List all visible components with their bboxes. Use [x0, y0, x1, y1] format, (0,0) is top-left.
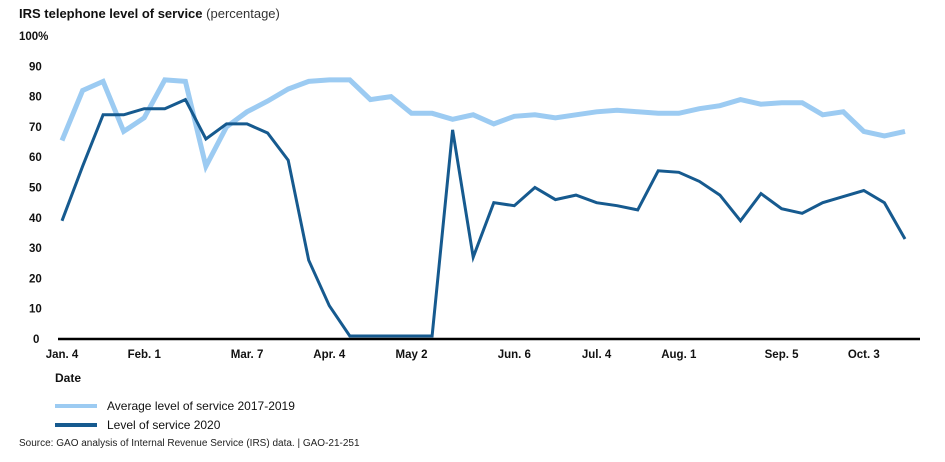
x-tick-label: Jul. 4 — [582, 349, 612, 361]
series-line-average — [59, 77, 906, 174]
x-tick-label: Mar. 7 — [231, 349, 264, 361]
y-tick-label: 10 — [29, 304, 42, 316]
y-tick-label: 50 — [29, 183, 42, 195]
x-tick-label: Jan. 4 — [46, 349, 79, 361]
y-tick-label: 100% — [19, 31, 48, 43]
y-tick-label: 80 — [29, 92, 42, 104]
x-tick-label: Jun. 6 — [498, 349, 531, 361]
y-tick-label: 60 — [29, 152, 42, 164]
y-tick-label: 40 — [29, 213, 42, 225]
y-tick-label: 70 — [29, 122, 42, 134]
legend-item-2020: Level of service 2020 — [55, 418, 220, 432]
legend-swatch-2020 — [55, 423, 97, 427]
chart-title: IRS telephone level of service (percenta… — [19, 6, 280, 21]
x-tick-label: Sep. 5 — [765, 349, 799, 361]
x-tick-label: Oct. 3 — [848, 349, 880, 361]
source-note: Source: GAO analysis of Internal Revenue… — [19, 438, 360, 449]
legend-swatch-average — [55, 404, 97, 408]
series-line-2020 — [60, 97, 907, 338]
chart-title-unit: (percentage) — [206, 6, 280, 21]
x-axis-label: Date — [55, 371, 82, 385]
y-tick-label: 30 — [29, 243, 42, 255]
y-tick-label: 0 — [33, 334, 39, 346]
chart-title-main: IRS telephone level of service — [19, 6, 203, 21]
x-tick-label: Aug. 1 — [661, 349, 697, 361]
x-tick-label: May 2 — [396, 349, 428, 361]
legend-label-2020: Level of service 2020 — [107, 418, 221, 432]
legend-item-average: Average level of service 2017-2019 — [55, 399, 295, 413]
y-tick-label: 90 — [29, 61, 42, 73]
legend-label-average: Average level of service 2017-2019 — [107, 399, 295, 413]
x-tick-label: Apr. 4 — [313, 349, 346, 361]
x-tick-label: Feb. 1 — [128, 349, 162, 361]
y-tick-label: 20 — [29, 273, 42, 285]
